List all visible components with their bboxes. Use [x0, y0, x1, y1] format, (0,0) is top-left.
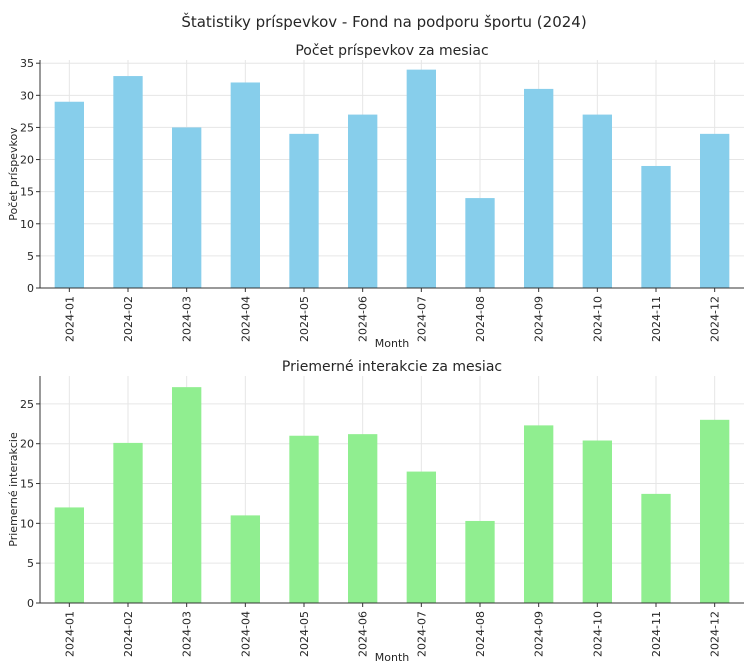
x-tick-label: 2024-07 [415, 296, 428, 342]
bar-2024-07 [406, 69, 436, 288]
figure-suptitle: Štatistiky príspevkov - Fond na podporu … [181, 12, 586, 31]
x-tick-label: 2024-04 [239, 611, 252, 657]
bar-2024-05 [289, 133, 319, 288]
x-tick-label: 2024-11 [650, 611, 663, 657]
y-tick-label: 10 [20, 517, 34, 530]
y-tick-label: 25 [20, 121, 34, 134]
bar-2024-09 [524, 425, 554, 603]
y-axis-label: Priemerné interakcie [7, 432, 20, 547]
bar-2024-03 [172, 127, 202, 289]
bar-2024-09 [524, 88, 554, 289]
bar-2024-02 [113, 76, 143, 288]
x-tick-label: 2024-09 [533, 611, 546, 657]
x-tick-label: 2024-10 [591, 296, 604, 342]
x-tick-label: 2024-01 [63, 611, 76, 657]
y-tick-label: 20 [20, 154, 34, 167]
bar-2024-10 [582, 440, 612, 603]
bar-2024-12 [700, 419, 730, 603]
x-tick-label: 2024-05 [298, 611, 311, 657]
x-tick-label: 2024-05 [298, 296, 311, 342]
y-tick-label: 30 [20, 89, 34, 102]
x-tick-label: 2024-02 [122, 296, 135, 342]
bar-2024-01 [54, 101, 84, 288]
x-tick-label: 2024-04 [239, 296, 252, 342]
chart-title: Priemerné interakcie za mesiac [282, 359, 502, 375]
bar-2024-11 [641, 165, 671, 288]
y-axis-label: Počet príspevkov [7, 127, 20, 221]
x-tick-label: 2024-12 [709, 611, 722, 657]
bar-2024-07 [406, 471, 436, 603]
x-tick-label: 2024-03 [181, 296, 194, 342]
y-tick-label: 15 [20, 478, 34, 491]
x-tick-label: 2024-08 [474, 611, 487, 657]
bar-2024-05 [289, 435, 319, 603]
y-tick-label: 0 [27, 282, 34, 295]
chart-avg-interactions: 0 5 10 15 20 25 2024-01 2024-02 2024-03 2024-04 20… [7, 359, 744, 664]
y-tick-label: 35 [20, 57, 34, 70]
bar-2024-06 [348, 114, 378, 288]
bar-2024-02 [113, 442, 143, 603]
bar-2024-03 [172, 387, 202, 603]
x-tick-label: 2024-06 [357, 611, 370, 657]
y-tick-label: 0 [27, 597, 34, 610]
x-tick-label: 2024-08 [474, 296, 487, 342]
x-tick-label: 2024-11 [650, 296, 663, 342]
x-tick-label: 2024-07 [415, 611, 428, 657]
x-tick-label: 2024-06 [357, 296, 370, 342]
x-tick-label: 2024-03 [181, 611, 194, 657]
y-tick-label: 15 [20, 186, 34, 199]
chart-title: Počet príspevkov za mesiac [295, 43, 488, 59]
bar-2024-10 [582, 114, 612, 288]
bar-2024-08 [465, 198, 495, 288]
x-tick-label: 2024-02 [122, 611, 135, 657]
y-tick-label: 10 [20, 218, 34, 231]
y-tick-label: 25 [20, 398, 34, 411]
x-tick-label: 2024-09 [533, 296, 546, 342]
bar-2024-08 [465, 520, 495, 603]
bar-2024-04 [230, 82, 260, 288]
bar-2024-06 [348, 434, 378, 603]
bar-2024-04 [230, 515, 260, 603]
x-tick-label: 2024-10 [591, 611, 604, 657]
bar-2024-01 [54, 507, 84, 603]
y-tick-label: 20 [20, 438, 34, 451]
y-tick-label: 5 [27, 557, 34, 570]
x-axis-label: Month [375, 651, 410, 662]
x-tick-label: 2024-12 [709, 296, 722, 342]
x-tick-label: 2024-01 [63, 296, 76, 342]
bar-2024-12 [700, 133, 730, 288]
bar-2024-11 [641, 493, 671, 603]
y-tick-label: 5 [27, 250, 34, 263]
x-axis-label: Month [375, 337, 410, 350]
chart-posts-per-month: 0 5 10 15 20 25 30 35 2024-01 2024-02 2024-03 2024-… [7, 43, 744, 350]
